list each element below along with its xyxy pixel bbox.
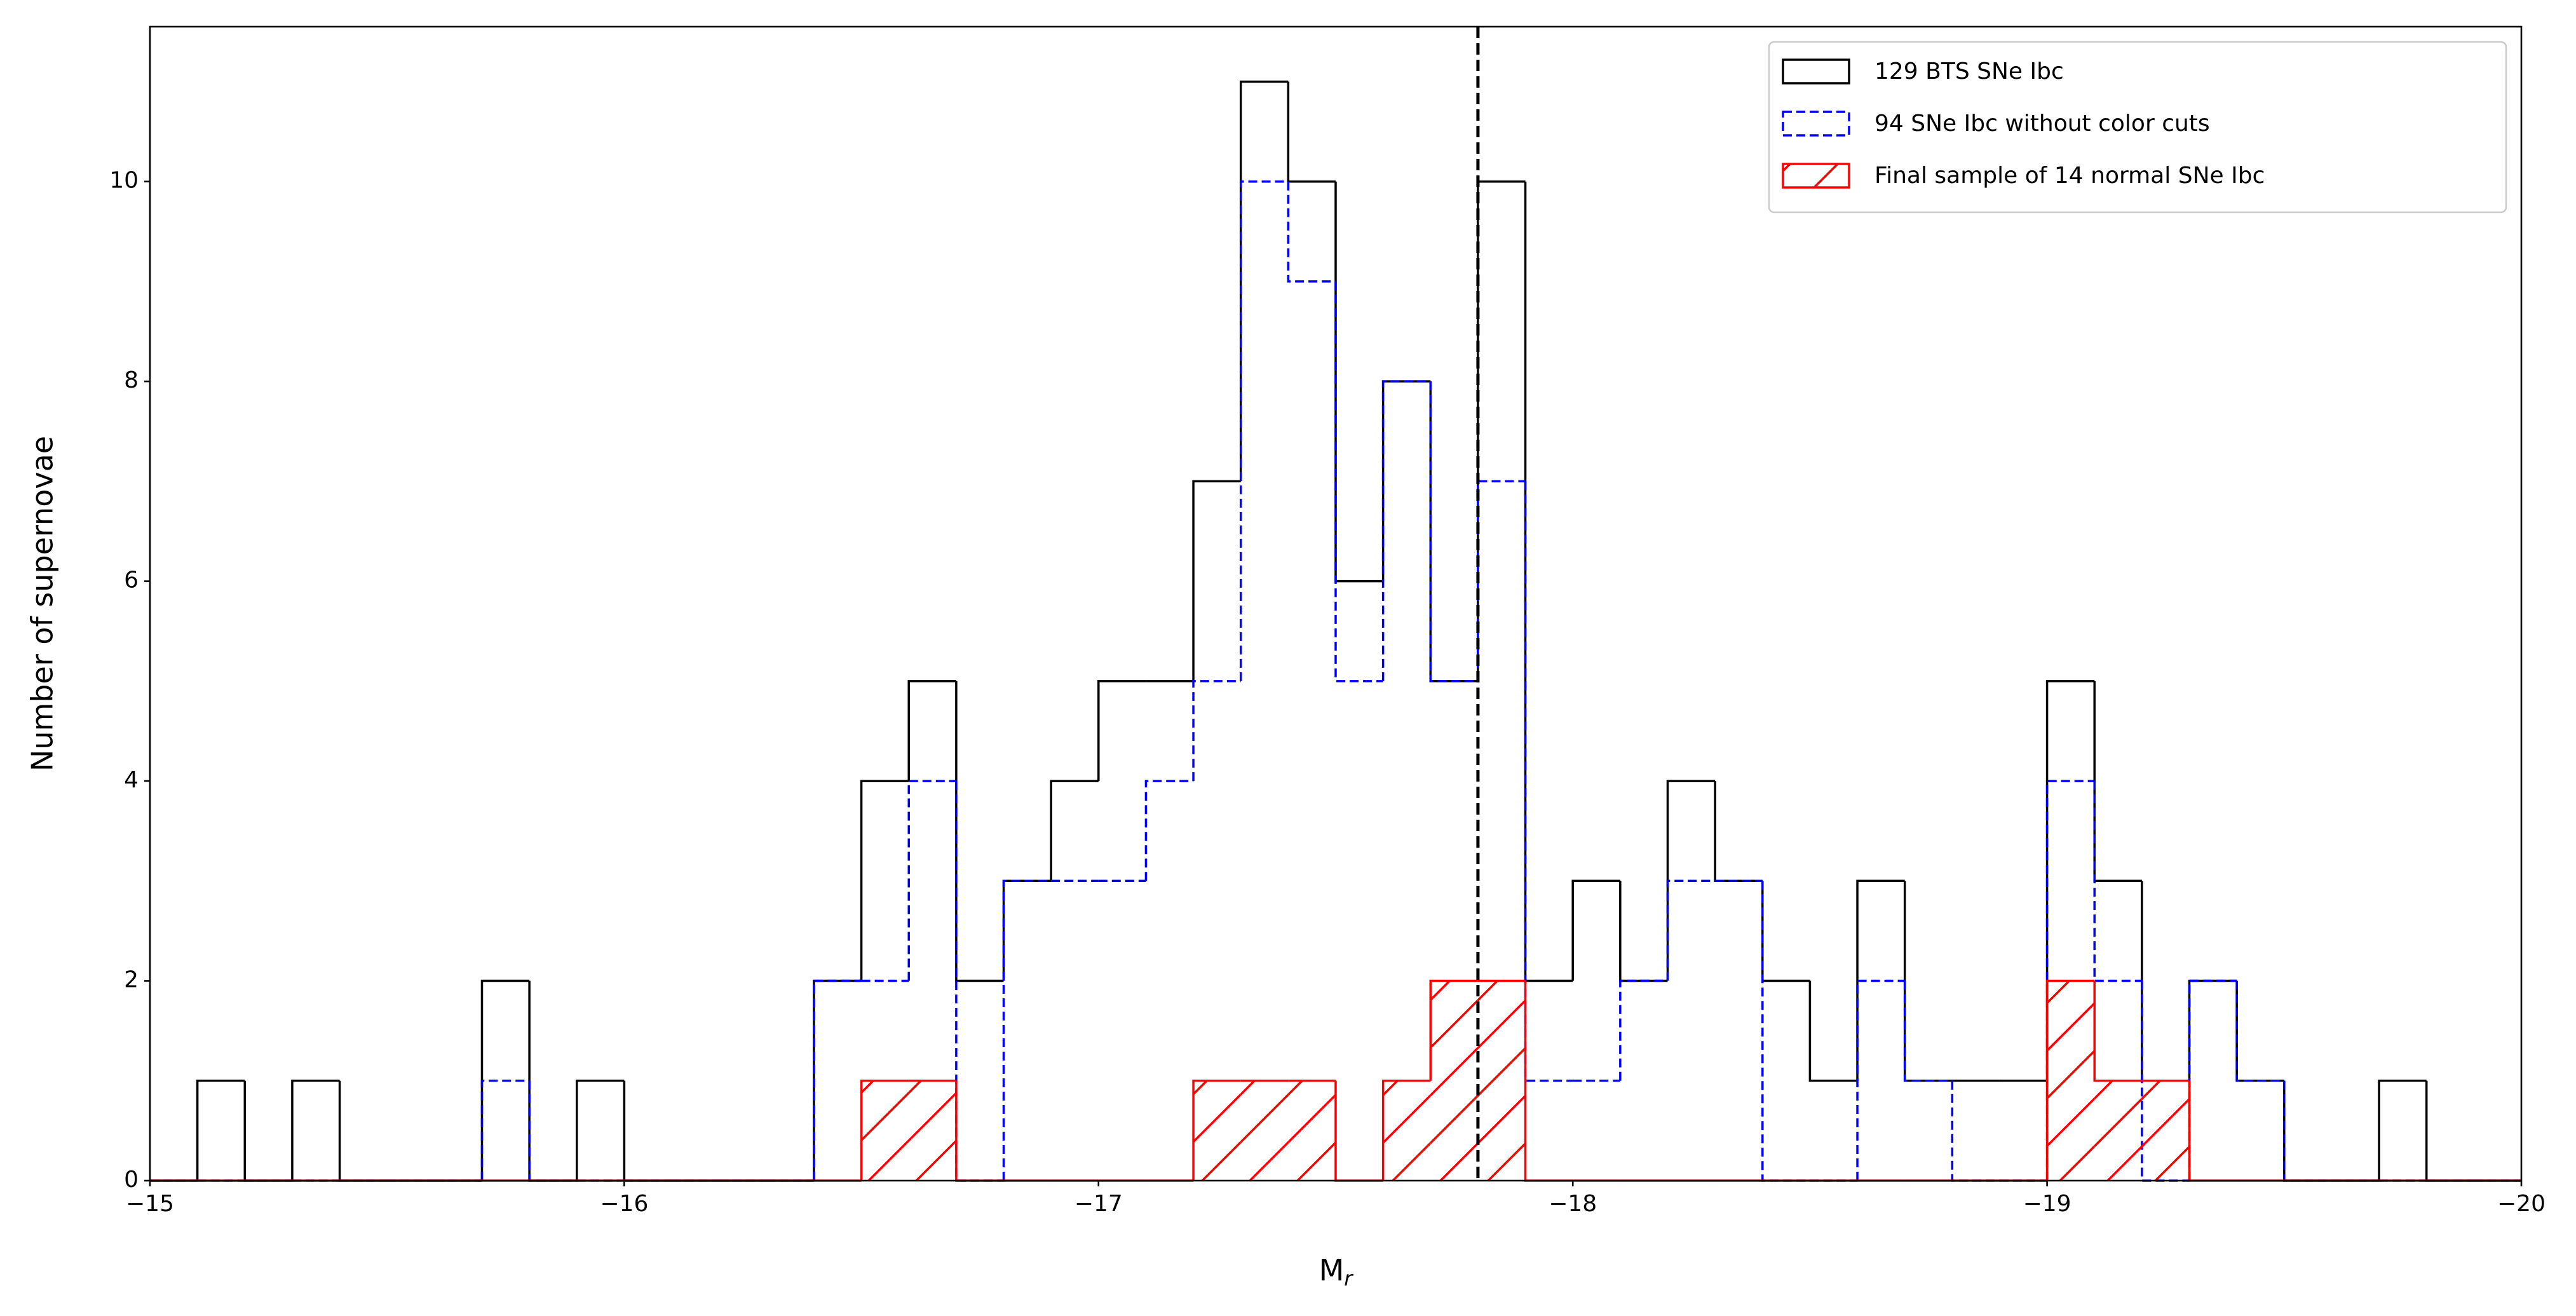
y-tick-label: 8	[124, 367, 139, 393]
hatch-fill	[2047, 980, 2095, 1181]
x-tick-label: −19	[2023, 1191, 2071, 1217]
x-axis-label-subscript: r	[1344, 1266, 1353, 1291]
histogram-bin	[860, 780, 909, 981]
histogram-bin	[1477, 480, 1526, 681]
histogram-bin	[907, 780, 956, 981]
histogram-bin	[1666, 780, 1716, 981]
hatch-fill	[909, 1080, 956, 1181]
histogram-bin	[480, 979, 530, 1181]
histogram-bin	[1002, 879, 1052, 1181]
histogram-bin	[1429, 979, 1478, 1081]
hatch-fill	[1288, 1080, 1336, 1181]
histogram-bin	[1524, 481, 1573, 1082]
x-tick-label: −17	[1074, 1191, 1123, 1217]
legend-label: 94 SNe Ibc without color cuts	[1874, 111, 2210, 137]
histogram-bin	[576, 1080, 625, 1181]
y-tick-label: 2	[124, 967, 139, 993]
histogram-bin	[1192, 1080, 1241, 1181]
histogram-bin	[2093, 980, 2142, 1082]
x-axis-label-main: M	[1319, 1253, 1345, 1287]
histogram-bin	[2378, 1080, 2427, 1181]
histogram-bin	[1192, 680, 1241, 782]
histogram-bin	[1334, 281, 1383, 682]
histogram-bin	[1287, 181, 1336, 283]
histogram-bin	[1239, 180, 1289, 681]
histogram-bin	[1429, 381, 1478, 682]
histogram-bin	[1239, 80, 1289, 482]
hatch-fill	[1383, 1080, 1431, 1181]
histogram-bin	[1856, 979, 1905, 1181]
hatch-fill	[1240, 1080, 1289, 1181]
y-tick-label: 4	[124, 767, 139, 793]
hatch-fill	[1430, 980, 1478, 1181]
histogram-bin	[480, 1080, 530, 1181]
histogram-bin	[2235, 980, 2284, 1082]
x-tick-label: −16	[600, 1191, 648, 1217]
y-tick-label: 0	[124, 1167, 139, 1193]
histogram-bin	[1903, 980, 1953, 1082]
histogram-bin	[1619, 979, 1668, 1081]
histogram-bin	[1097, 680, 1146, 782]
x-tick-label: −20	[2497, 1191, 2545, 1217]
legend-swatch	[1782, 58, 1850, 85]
histogram-bin	[1381, 380, 1431, 681]
histogram-bin	[1192, 480, 1241, 681]
x-tick-label: −18	[1549, 1191, 1597, 1217]
histogram-bin	[1571, 879, 1620, 981]
hatch-fill	[1193, 1080, 1241, 1181]
legend-label: 129 BTS SNe Ibc	[1874, 58, 2064, 85]
histogram-bin	[1808, 980, 1858, 1082]
hatch-fill	[861, 1080, 909, 1181]
hatch-fill	[2094, 1080, 2142, 1181]
histogram-bin	[907, 680, 956, 782]
legend-hatch	[1783, 164, 1849, 187]
legend-box	[1768, 41, 2507, 214]
y-tick-label: 6	[124, 567, 139, 594]
hatch-fill	[1477, 980, 1526, 1181]
y-axis-label: Number of supernovae	[25, 436, 60, 771]
legend-swatch	[1782, 163, 1850, 189]
histogram-bin	[1381, 1080, 1431, 1181]
histogram-bin	[291, 1080, 340, 1181]
histogram-bin	[1666, 879, 1716, 981]
x-tick-label: −15	[126, 1191, 174, 1217]
y-tick-label: 10	[109, 168, 139, 194]
histogram-bin	[2093, 781, 2142, 982]
histogram-bin	[2045, 780, 2095, 1181]
axes-frame	[149, 25, 2523, 1182]
histogram-bin	[2045, 979, 2095, 1181]
legend-label: Final sample of 14 normal SNe Ibc	[1874, 163, 2265, 189]
legend-swatch	[1782, 111, 1850, 137]
x-axis-label: Mr	[1319, 1253, 1354, 1291]
histogram-bin	[1144, 780, 1194, 881]
histogram-bin	[860, 1080, 909, 1181]
histogram-bin	[196, 1080, 245, 1181]
hatch-fill	[2141, 1080, 2190, 1181]
histogram-bin	[813, 979, 862, 1181]
histogram-bin	[2188, 979, 2237, 1181]
histogram-bin	[1050, 780, 1099, 881]
